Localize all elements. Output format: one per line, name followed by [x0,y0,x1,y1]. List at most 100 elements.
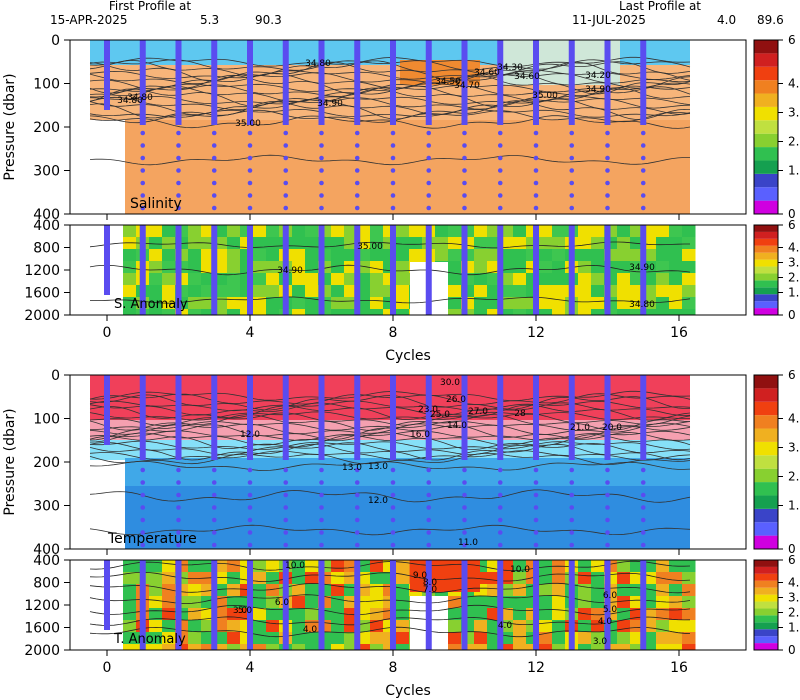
salinity-anomaly-cell [149,285,163,298]
profile-dot [319,517,324,523]
temperature-anomaly-cell [487,620,501,633]
header: First Profile at 15-APR-2025 5.3 90.3 La… [50,0,784,27]
profile-dot [462,168,467,173]
salinity-anomaly-cell [292,285,306,298]
salinity-anomaly-cell [214,261,228,274]
salinity-anomaly-cell [552,249,566,262]
temperature-anomaly-cell [552,608,566,621]
temperature-anomaly-cell [227,632,241,645]
salinity-y-tick-label: 100 [33,77,60,93]
salinity-anomaly-cell [357,225,371,238]
colorbar-tick-label: 1.5 [788,621,800,635]
salinity-anomaly-cell [487,309,501,315]
temperature-anomaly-cell [578,560,592,573]
salinity-anomaly-cell [149,225,163,238]
salinity-anomaly-cell [227,297,241,310]
temperature-anomaly-cell [162,572,176,585]
salinity-anomaly-cell [500,225,514,238]
salinity-anomaly-cell [474,273,488,286]
salinity-anomaly-cell [123,225,137,238]
salinity-anomaly-y-tick-label: 2000 [24,308,60,324]
salinity-anomaly-cell [617,249,631,262]
profile-dot [390,193,396,198]
salinity-anomaly-cell [149,237,163,250]
temperature-anomaly-cell [500,560,514,573]
temperature-contour [89,452,691,465]
temperature-anomaly-cell [149,572,163,585]
salinity-anomaly-cell [123,237,137,250]
salinity-anomaly-cell [344,273,358,286]
temperature-anomaly-cell [123,584,137,597]
temperature-panel: 30.0 26.0 23.025.0 27.0 28 21.0 20.0 13.0 16.0 12… [33,368,800,558]
salinity-anomaly-cell [396,237,410,250]
profile-dot [140,193,146,198]
profile-dot [211,143,217,148]
salinity-anomaly-cell [409,237,423,250]
profile-dot [605,168,610,173]
profile-dot [140,542,146,548]
salinity-anomaly-cell [487,225,501,238]
colorbar-cell [754,455,778,469]
salinity-anomaly-cell [682,309,696,315]
profile-dot [176,530,181,535]
salinity-anomaly-contour-label: 34.90 [629,263,655,273]
salinity-anomaly-cell [227,237,241,250]
colorbar-cell [754,522,778,536]
profile-dot [640,168,646,173]
salinity-anomaly-cell [370,237,384,250]
salinity-anomaly-cell [396,249,410,262]
profile-dot [176,180,181,186]
temperature-anomaly-cell [305,608,319,621]
profile-dot [462,155,467,161]
profile-dot [426,517,432,523]
salinity-anomaly-cell [357,261,371,274]
temperature-anomaly-cell [617,632,631,645]
salinity-anomaly-cell [669,249,683,262]
salinity-anomaly-cell [123,273,137,286]
profile-dot [497,467,503,473]
colorbar-cell [754,622,778,630]
temperature-anomaly-cell [682,644,696,650]
profile-dot [426,505,432,510]
temperature-anomaly-cell [539,596,553,609]
salinity-anomaly-cell [201,297,215,310]
temperature-anomaly-cell [188,632,202,645]
salinity-anomaly-cell [227,285,241,298]
temperature-anomaly-cell [357,632,371,645]
salinity-anomaly-cell [292,249,306,262]
salinity-anomaly-cell [162,285,176,298]
salinity-anomaly-cell [253,249,267,262]
profile-dot [211,505,217,510]
temperature-anomaly-cell [643,632,657,645]
salinity-panel: 34.8034.8034.9035.0034.8034.5034.6034.70… [33,33,800,223]
salinity-anomaly-cell [292,273,306,286]
profile-dot [211,467,217,473]
colorbar-tick-label: 4.5 [788,77,800,91]
profile-dot [319,505,324,510]
colorbar-tick-label: 3.5 [788,591,800,605]
salinity-anomaly-cell [266,273,280,286]
temperature-y-axis-label: Pressure (dbar) [2,408,18,515]
temperature-anomaly-cell [539,572,553,585]
salinity-anomaly-cell [500,273,514,286]
temperature-anomaly-cell [383,644,397,650]
profile-dot [140,467,146,473]
profile-dot [211,180,217,186]
temperature-anomaly-cell [227,560,241,573]
first-profile-lon: 90.3 [255,13,282,27]
temperature-anomaly-cell [630,620,644,633]
temperature-anomaly-cell [526,644,540,650]
temperature-anomaly-cell [357,560,371,573]
profile-dot [533,180,539,186]
salinity-anomaly-cell [318,309,332,315]
salinity-anomaly-cell [526,309,540,315]
salinity-anomaly-cell [396,225,410,238]
salinity-anomaly-cell [435,225,449,238]
salinity-plot-area: 34.8034.8034.9035.0034.8034.5034.6034.70… [89,40,691,214]
profile-dot [390,467,396,473]
x-tick-label: 16 [670,325,688,341]
profile-dot [569,168,575,173]
colorbar-tick-label: 0 [788,207,796,221]
temperature-anomaly-cell [123,644,137,650]
salinity-anomaly-cell [214,225,228,238]
